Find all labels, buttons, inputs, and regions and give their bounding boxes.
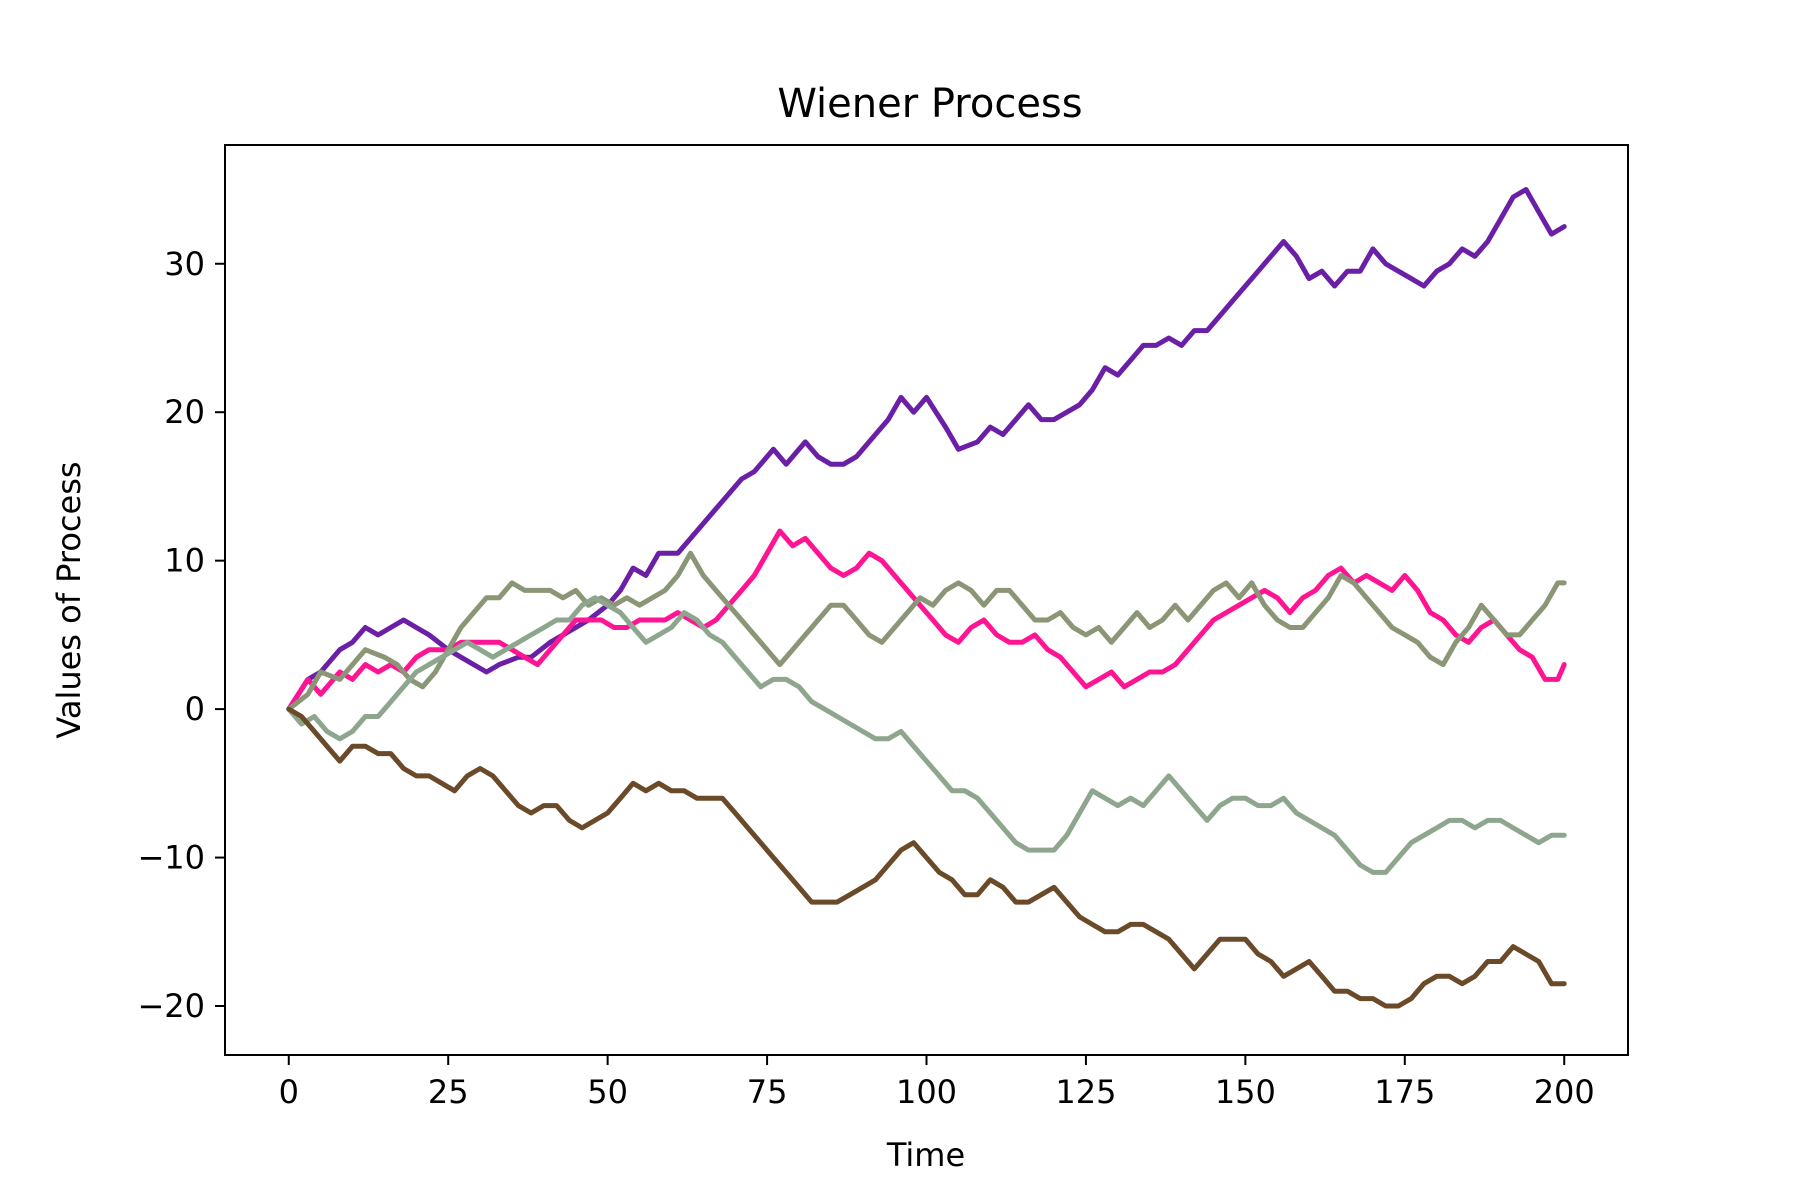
series-layer: [286, 187, 1567, 1009]
x-tick-label: 125: [1055, 1073, 1116, 1111]
x-tick-label: 200: [1534, 1073, 1595, 1111]
chart-title: Wiener Process: [777, 81, 1082, 127]
x-tick-label: 25: [428, 1073, 469, 1111]
x-tick-label: 175: [1374, 1073, 1435, 1111]
y-tick-label: 20: [164, 393, 205, 431]
series-line-5: [286, 706, 1567, 1009]
y-axis: −20 −10 0 10 20 30: [137, 245, 225, 1025]
x-tick-label: 100: [896, 1073, 957, 1111]
x-axis: 0 25 50 75 100 125 150 175 200: [279, 1055, 1595, 1111]
x-tick-label: 150: [1215, 1073, 1276, 1111]
y-tick-label: −20: [137, 987, 205, 1025]
x-tick-label: 50: [587, 1073, 628, 1111]
y-tick-label: 10: [164, 542, 205, 580]
series-line-1: [286, 187, 1567, 712]
x-axis-label: Time: [886, 1136, 965, 1174]
series-line-4: [286, 595, 1567, 875]
y-axis-label: Values of Process: [50, 461, 88, 738]
plot-area: [224, 144, 1629, 1056]
series-line-3: [286, 550, 1567, 712]
y-tick-label: 30: [164, 245, 205, 283]
y-tick-label: 0: [185, 690, 205, 728]
y-tick-label: −10: [137, 839, 205, 877]
x-tick-label: 75: [747, 1073, 788, 1111]
x-tick-label: 0: [279, 1073, 299, 1111]
series-line-2: [286, 528, 1567, 712]
